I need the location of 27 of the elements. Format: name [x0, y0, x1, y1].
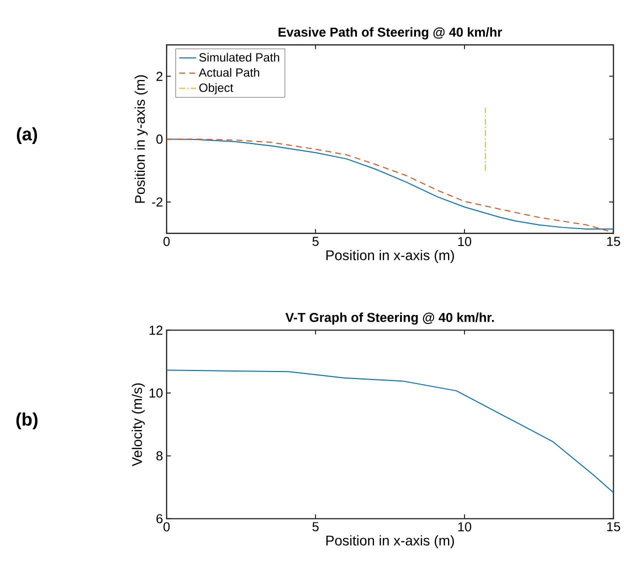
y-tick-label: 2 [156, 72, 162, 82]
x-tick-label: 10 [458, 522, 472, 532]
y-tick-label: 12 [150, 326, 162, 335]
x-tick-label: 5 [312, 237, 319, 246]
x-tick-label: 15 [607, 237, 620, 246]
y-tick-label: -2 [152, 198, 162, 207]
x-tick-label: 10 [458, 237, 472, 246]
x-tick-label: 5 [312, 522, 319, 532]
y-tick-label: 8 [156, 451, 162, 461]
x-axis-title: Position in x-axis (m) [326, 250, 454, 264]
text: (b) [16, 412, 38, 430]
y-tick-label: 6 [156, 514, 162, 524]
x-tick-label: 0 [163, 237, 170, 246]
x-axis-title: Position in x-axis (m) [326, 535, 454, 548]
y-axis-title: Velocity (m/s) [132, 384, 145, 466]
x-tick-label: 0 [163, 522, 170, 532]
chart-title: Evasive Path of Steering @ 40 km/hr [278, 27, 502, 40]
legend-label: Actual Path [198, 68, 260, 78]
line-series [166, 370, 614, 494]
y-tick-label: 10 [150, 388, 163, 398]
chart-title: V-T Graph of Steering @ 40 km/hr. [285, 312, 494, 325]
x-tick-label: 15 [607, 522, 620, 532]
y-tick-label: 0 [156, 134, 163, 144]
y-axis-title: Position in y-axis (m) [134, 75, 148, 204]
legend-label: Object [199, 83, 234, 95]
legend-label: Simulated Path [199, 53, 280, 62]
text: (a) [16, 128, 38, 144]
